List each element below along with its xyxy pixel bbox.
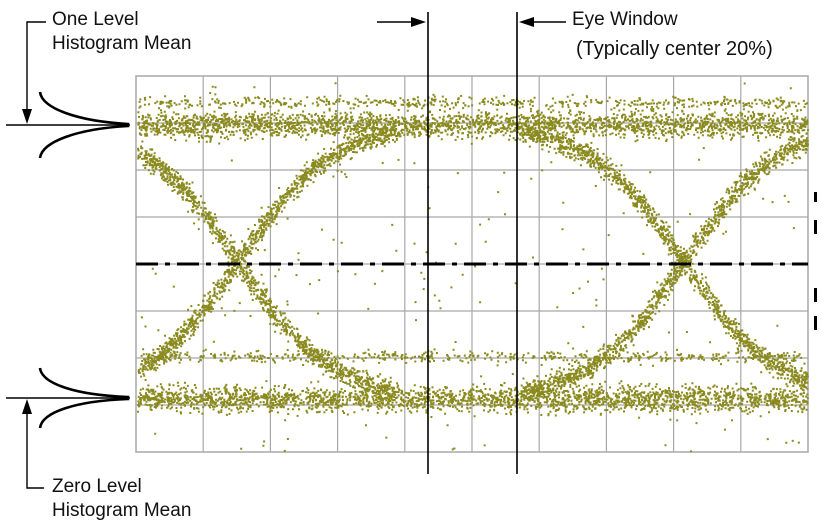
one-level-label-line2: Histogram Mean: [52, 33, 192, 54]
eye-window-left-arrowhead: [411, 17, 426, 27]
eye-window-label: Eye Window: [572, 9, 678, 30]
eye-pattern-traces: [137, 82, 809, 453]
edge-tick-mark: [814, 288, 817, 302]
zero-level-leader-line: [26, 404, 44, 489]
eye-window-note: (Typically center 20%): [576, 38, 773, 60]
one-level-histogram-curve: [38, 91, 130, 159]
one-level-label: One Level: [52, 9, 139, 30]
edge-tick-mark: [814, 316, 817, 330]
one-level-leader-line: [26, 21, 46, 118]
eye-trace-dots: [137, 82, 809, 453]
one-level-leader-arrowhead: [22, 109, 32, 124]
edge-tick-mark: [814, 192, 817, 202]
edge-tick-mark: [814, 220, 817, 234]
zero-level-histogram-curve: [38, 367, 130, 429]
eye-window-right-arrowhead: [519, 17, 534, 27]
annotations: [6, 12, 817, 489]
zero-level-leader-arrowhead: [22, 399, 32, 414]
zero-level-label: Zero Level: [52, 476, 142, 497]
zero-level-label-line2: Histogram Mean: [52, 500, 192, 521]
